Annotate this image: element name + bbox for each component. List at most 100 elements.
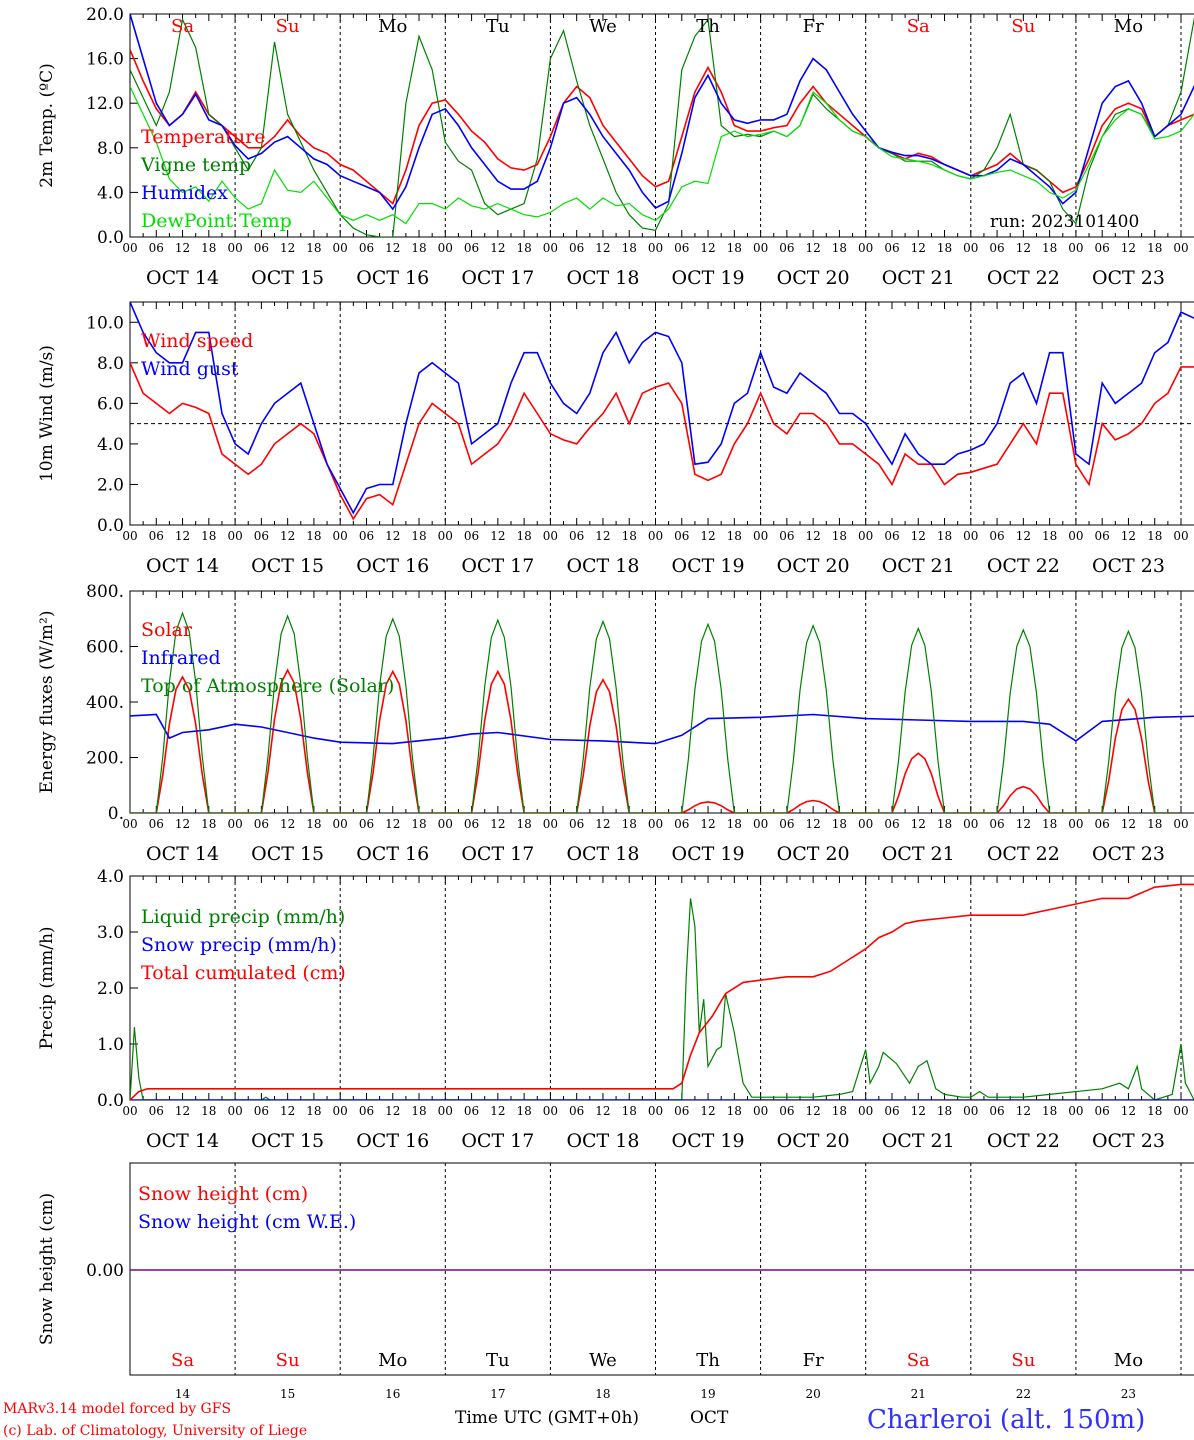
series-line: [130, 668, 1181, 813]
hour-tick-label: 00: [122, 1104, 137, 1118]
hour-tick-label: 00: [227, 1104, 242, 1118]
precip-panel: 00 06 12 18 00 06 12 18 00 06 12 18 00 06 12 18 00 06 12 18…: [37, 867, 1194, 1152]
hour-tick-label: 18: [306, 1104, 321, 1118]
hour-tick-label: 06: [359, 817, 374, 831]
hour-tick-label: 18: [516, 241, 531, 255]
hour-tick-label: 18: [622, 817, 637, 831]
hour-tick-label: 06: [884, 241, 899, 255]
hour-tick-label: 06: [464, 817, 479, 831]
y-tick-label: 1.0: [97, 1035, 124, 1055]
legend-entry: DewPoint Temp: [141, 210, 292, 232]
day-name: Fr: [803, 16, 824, 37]
date-label: OCT 23: [1092, 555, 1165, 577]
hour-tick-label: 00: [543, 241, 558, 255]
date-label: OCT 17: [461, 843, 534, 865]
hour-tick-label: 12: [911, 529, 926, 543]
day-name: Tu: [486, 1350, 510, 1371]
hour-tick-label: 06: [464, 241, 479, 255]
date-label: OCT 23: [1092, 843, 1165, 865]
hour-tick-label: 00: [648, 1104, 663, 1118]
hour-tick-label: 00: [543, 1104, 558, 1118]
day-name: Sa: [171, 1350, 194, 1371]
hour-tick-label: 00: [1173, 1104, 1188, 1118]
day-number: 21: [911, 1387, 926, 1401]
hour-tick-label: 06: [884, 817, 899, 831]
hour-tick-label: 18: [832, 529, 847, 543]
hour-tick-label: 00: [333, 529, 348, 543]
y-tick-label: 10.0: [86, 313, 124, 333]
y-axis-title: 10m Wind (m/s): [37, 345, 57, 482]
hour-tick-label: 06: [779, 817, 794, 831]
hour-tick-label: 12: [175, 241, 190, 255]
hour-tick-label: 06: [674, 1104, 689, 1118]
footer-model: MARv3.14 model forced by GFS: [3, 1401, 231, 1417]
hour-tick-label: 00: [543, 529, 558, 543]
hour-tick-label: 12: [490, 529, 505, 543]
hour-tick-label: 06: [779, 529, 794, 543]
y-axis-title: Precip (mm/h): [37, 926, 57, 1049]
date-label: OCT 17: [461, 1130, 534, 1152]
hour-tick-label: 00: [648, 817, 663, 831]
hour-tick-label: 18: [1042, 817, 1057, 831]
y-tick-label: 20.0: [86, 5, 124, 25]
date-label: OCT 18: [566, 555, 639, 577]
date-label: OCT 17: [461, 267, 534, 289]
date-label: OCT 18: [566, 267, 639, 289]
hour-tick-label: 12: [385, 529, 400, 543]
footer-credit: (c) Lab. of Climatology, University of L…: [3, 1423, 307, 1439]
hour-tick-label: 06: [254, 817, 269, 831]
legend-entry: Infrared: [141, 647, 221, 669]
hour-tick-label: 12: [490, 817, 505, 831]
day-name: Su: [276, 16, 300, 37]
hour-tick-label: 06: [1095, 529, 1110, 543]
series-line: [130, 611, 1181, 813]
hour-tick-label: 06: [149, 241, 164, 255]
day-number: 22: [1016, 1387, 1031, 1401]
day-number: 23: [1121, 1387, 1136, 1401]
hour-tick-label: 12: [175, 817, 190, 831]
hour-tick-label: 06: [779, 241, 794, 255]
date-label: OCT 15: [251, 267, 324, 289]
day-name: Su: [1011, 1350, 1035, 1371]
hour-tick-label: 18: [1042, 529, 1057, 543]
hour-tick-label: 18: [727, 529, 742, 543]
date-label: OCT 20: [777, 555, 850, 577]
date-label: OCT 19: [672, 267, 745, 289]
series-line: [130, 17, 1194, 237]
hour-tick-label: 18: [937, 1104, 952, 1118]
hour-tick-label: 06: [569, 529, 584, 543]
hour-tick-label: 06: [674, 529, 689, 543]
hour-tick-label: 06: [464, 1104, 479, 1118]
hour-tick-label: 00: [122, 817, 137, 831]
day-name: Th: [696, 1350, 720, 1371]
date-label: OCT 18: [566, 843, 639, 865]
date-label: OCT 19: [672, 843, 745, 865]
snow-panel: 0.00 Snow height (cm) Snow height (cm) Snow…: [37, 1162, 1194, 1401]
day-number: 18: [595, 1387, 610, 1401]
hour-tick-label: 18: [1147, 241, 1162, 255]
legend-entry: Temperature: [141, 126, 265, 148]
hour-tick-label: 18: [411, 1104, 426, 1118]
hour-tick-label: 06: [779, 1104, 794, 1118]
hour-tick-label: 12: [1016, 529, 1031, 543]
hour-tick-label: 18: [201, 241, 216, 255]
hour-tick-label: 06: [1095, 817, 1110, 831]
day-name: Su: [1011, 16, 1035, 37]
hour-tick-label: 18: [832, 817, 847, 831]
hour-tick-label: 06: [149, 817, 164, 831]
hour-tick-label: 18: [1147, 1104, 1162, 1118]
hour-tick-label: 12: [806, 1104, 821, 1118]
y-tick-label: 4.0: [97, 183, 124, 203]
hour-tick-label: 00: [543, 817, 558, 831]
date-label: OCT 17: [461, 555, 534, 577]
hour-tick-label: 06: [359, 1104, 374, 1118]
hour-tick-label: 00: [227, 817, 242, 831]
plot-area: [130, 611, 1194, 813]
hour-tick-label: 06: [569, 1104, 584, 1118]
plot-area: [130, 14, 1194, 237]
hour-tick-label: 12: [700, 1104, 715, 1118]
hour-tick-label: 18: [516, 529, 531, 543]
legend-entry: Humidex: [141, 182, 228, 204]
y-tick-label: 200.: [86, 749, 124, 769]
hour-tick-label: 18: [622, 1104, 637, 1118]
